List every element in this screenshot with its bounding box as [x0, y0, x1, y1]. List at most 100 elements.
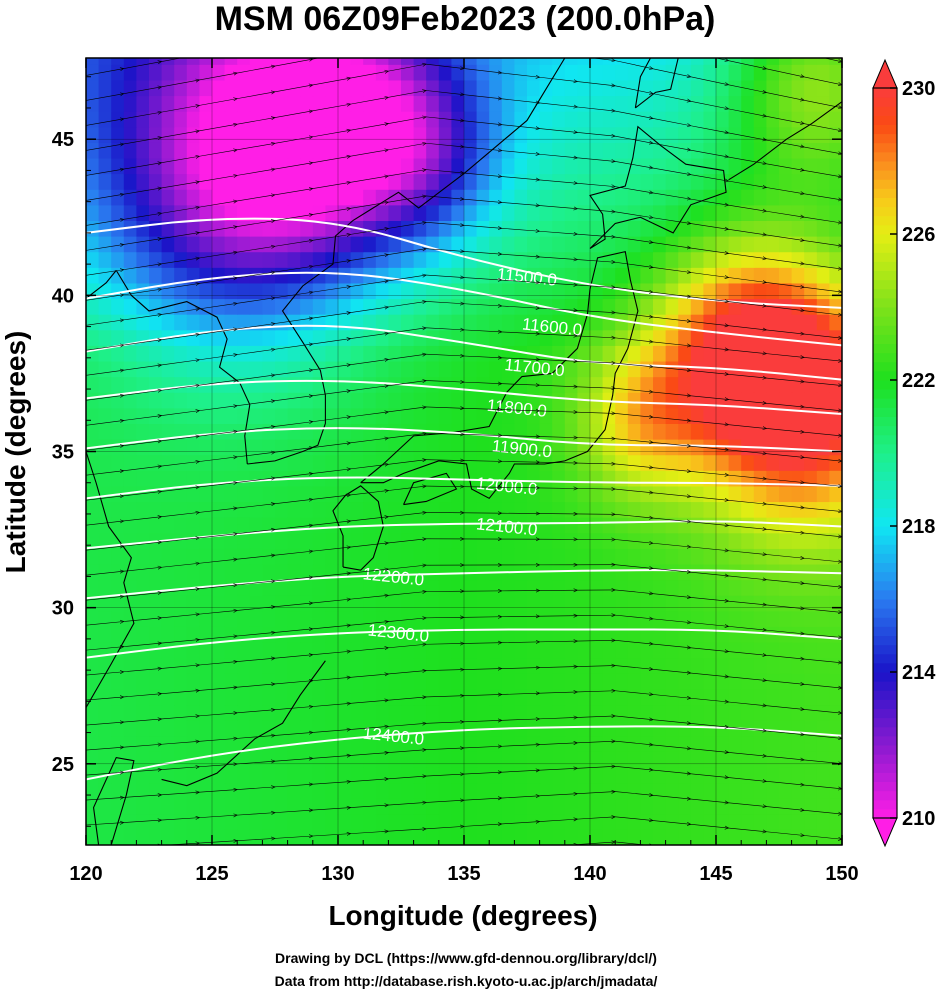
wind-vector [237, 504, 275, 509]
heatmap-cell [237, 532, 251, 549]
heatmap-cell [665, 735, 679, 752]
heatmap-cell [338, 517, 352, 534]
wind-vector [804, 810, 842, 814]
heatmap-cell [779, 813, 793, 830]
heatmap-cell [527, 220, 541, 237]
heatmap-cell [627, 58, 641, 65]
heatmap-cell [161, 189, 175, 206]
heatmap-cell [438, 220, 452, 237]
heatmap-cell [312, 532, 326, 549]
heatmap-cell [716, 58, 730, 65]
heatmap-cell [627, 204, 641, 221]
heatmap-cell [388, 329, 402, 346]
wind-vector [690, 647, 729, 652]
heatmap-cell [476, 642, 490, 659]
heatmap-cell [552, 642, 566, 659]
heatmap-cell [703, 345, 717, 362]
heatmap-cell [249, 642, 263, 659]
heatmap-cell [741, 267, 755, 284]
heatmap-cell [123, 251, 137, 268]
heatmap-cell [249, 782, 263, 799]
heatmap-cell [476, 501, 490, 518]
wind-vector [161, 462, 200, 467]
wind-vector [539, 641, 578, 642]
heatmap-cell [161, 501, 175, 518]
heatmap-cell [161, 439, 175, 456]
heatmap-cell [501, 329, 515, 346]
heatmap-cell [741, 532, 755, 549]
heatmap-cell [312, 157, 326, 175]
heatmap-cell [413, 298, 427, 315]
heatmap-cell [728, 610, 742, 627]
heatmap-cell [350, 236, 364, 253]
heatmap-cell [615, 470, 629, 487]
heatmap-cell [300, 58, 314, 65]
wind-vector [652, 568, 691, 572]
wind-vector [388, 275, 426, 282]
heatmap-cell [224, 798, 238, 815]
heatmap-cell [149, 267, 163, 284]
heatmap-cell [501, 376, 515, 393]
heatmap-cell [741, 189, 755, 206]
heatmap-cell [136, 392, 150, 409]
heatmap-cell [678, 485, 692, 503]
heatmap-cell [338, 548, 352, 565]
heatmap-cell [438, 642, 452, 659]
heatmap-cell [602, 470, 616, 487]
wind-vector [350, 97, 389, 105]
heatmap-cell [539, 251, 553, 268]
heatmap-cell [690, 798, 704, 815]
wind-vector [350, 281, 389, 287]
heatmap-cell [149, 126, 163, 143]
wind-vector [274, 266, 313, 273]
heatmap-cell [690, 704, 704, 721]
heatmap-cell [804, 470, 818, 487]
wind-vector [501, 124, 540, 129]
heatmap-cell [590, 267, 604, 284]
heatmap-cell [325, 720, 339, 737]
heatmap-cell [300, 407, 314, 424]
heatmap-cell [564, 142, 578, 159]
heatmap-cell [564, 64, 578, 81]
heatmap-cell [615, 642, 629, 659]
heatmap-cell [426, 704, 440, 721]
heatmap-cell [237, 157, 251, 175]
heatmap-cell [212, 548, 226, 565]
heatmap-cell [640, 220, 654, 237]
heatmap-cell [451, 720, 465, 737]
heatmap-cell [451, 157, 465, 175]
heatmap-cell [98, 267, 112, 284]
heatmap-cell [703, 282, 717, 300]
heatmap-cell [779, 58, 793, 65]
heatmap-cell [741, 579, 755, 596]
heatmap-cell [501, 735, 515, 752]
heatmap-cell [476, 548, 490, 565]
heatmap-cell [804, 345, 818, 362]
wind-vector [312, 677, 351, 681]
heatmap-cell [375, 314, 389, 331]
heatmap-cell [451, 267, 465, 284]
heatmap-cell [161, 548, 175, 565]
heatmap-cell [766, 610, 780, 627]
heatmap-cell [816, 423, 830, 440]
heatmap-cell [703, 220, 717, 237]
heatmap-cell [476, 688, 490, 706]
heatmap-cell [753, 267, 767, 284]
heatmap-cell [149, 751, 163, 768]
contour-line [86, 427, 842, 453]
wind-vector [615, 211, 653, 218]
heatmap-cell [514, 95, 528, 112]
heatmap-cell [766, 407, 780, 424]
coastline-layer [86, 58, 842, 845]
heatmap-cell [779, 579, 793, 596]
heatmap-cell [816, 657, 830, 674]
heatmap-cell [527, 173, 541, 190]
colorbar-step [873, 726, 897, 737]
heatmap-cell [476, 189, 490, 206]
heatmap-cell [375, 595, 389, 612]
wind-vector [690, 125, 729, 133]
wind-vector [199, 99, 237, 106]
heatmap-cell [501, 829, 515, 845]
wind-vector [690, 571, 729, 576]
